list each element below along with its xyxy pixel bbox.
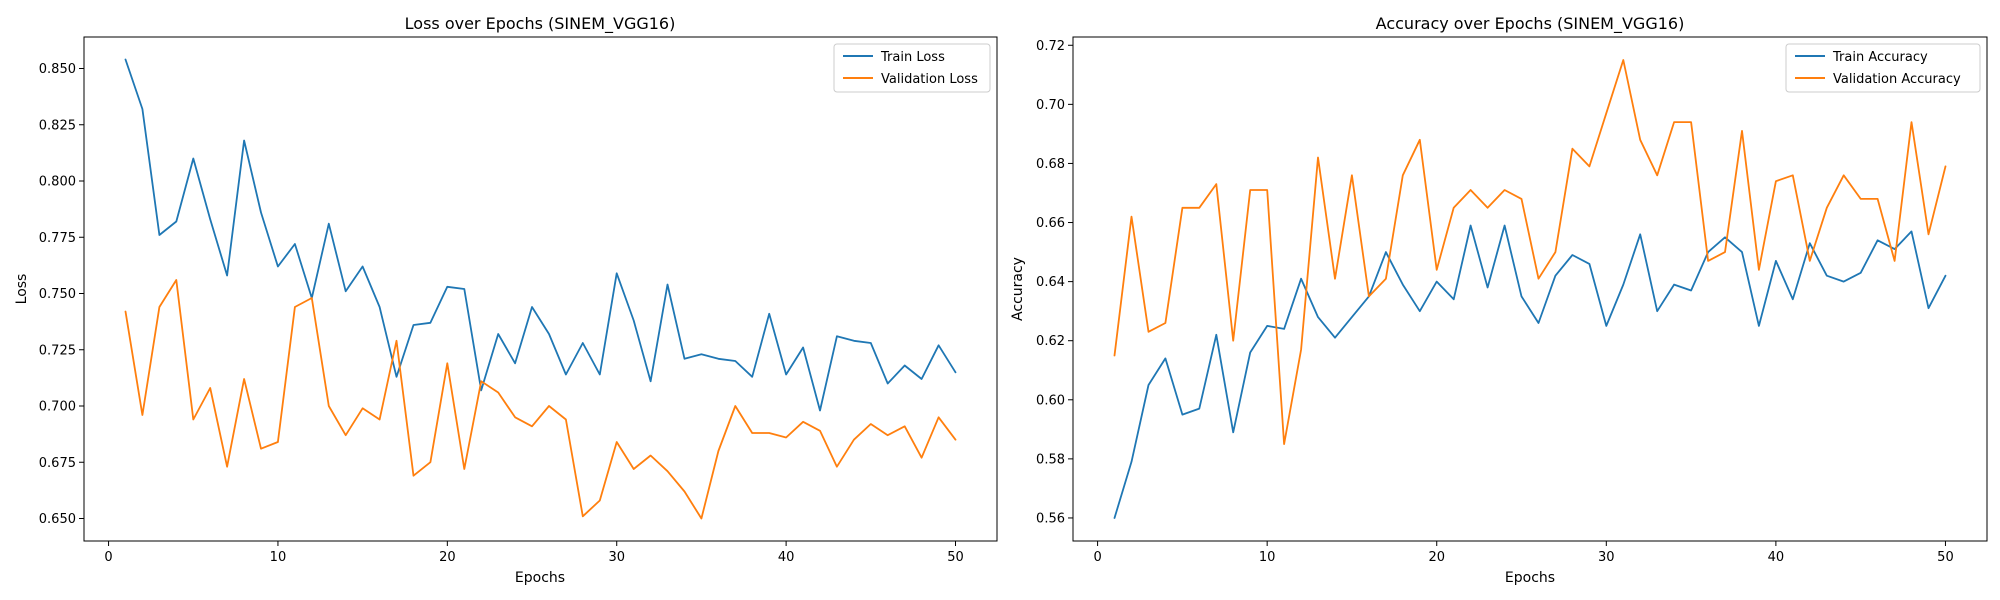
accuracy-x-tick-label: 30 bbox=[1598, 550, 1615, 565]
loss-legend-label-validation: Validation Loss bbox=[881, 72, 978, 87]
accuracy-x-tick-label: 0 bbox=[1093, 550, 1101, 565]
accuracy-y-tick-label: 0.64 bbox=[1036, 275, 1065, 290]
accuracy-axes-ticks: 0 10 20 30 40 50 0.56 0.58 0.60 0.62 0.64 0.66 0.68 0… bbox=[1036, 39, 1954, 565]
accuracy-y-tick-label: 0.60 bbox=[1036, 393, 1065, 408]
loss-y-tick-label: 0.700 bbox=[39, 400, 76, 415]
loss-y-tick-label: 0.750 bbox=[39, 287, 76, 302]
accuracy-legend: Train Accuracy Validation Accuracy bbox=[1785, 43, 1981, 93]
accuracy-y-axis-label: Accuracy bbox=[1010, 257, 1026, 321]
accuracy-y-tick-label: 0.58 bbox=[1036, 452, 1065, 467]
accuracy-x-tick-label: 50 bbox=[1937, 550, 1954, 565]
accuracy-y-tick-label: 0.62 bbox=[1036, 334, 1065, 349]
loss-x-tick-label: 20 bbox=[439, 550, 456, 565]
loss-x-tick-label: 50 bbox=[947, 550, 964, 565]
loss-legend-label-train: Train Loss bbox=[880, 50, 945, 65]
accuracy-x-tick-label: 40 bbox=[1768, 550, 1785, 565]
accuracy-y-tick-label: 0.66 bbox=[1036, 216, 1065, 231]
loss-train-line bbox=[124, 58, 957, 412]
accuracy-chart: Accuracy over Epochs (SINEM_VGG16) 0 10 20… bbox=[1010, 14, 1988, 586]
accuracy-legend-label-validation: Validation Accuracy bbox=[1833, 72, 1961, 87]
loss-x-tick-label: 40 bbox=[778, 550, 795, 565]
accuracy-validation-line bbox=[1113, 59, 1947, 446]
loss-y-tick-label: 0.850 bbox=[39, 62, 76, 77]
loss-x-tick-label: 30 bbox=[608, 550, 625, 565]
accuracy-train-line bbox=[1113, 224, 1947, 519]
loss-legend: Train Loss Validation Loss bbox=[833, 43, 991, 93]
loss-y-tick-label: 0.825 bbox=[39, 118, 76, 133]
loss-y-tick-label: 0.675 bbox=[39, 456, 76, 471]
accuracy-x-tick-label: 10 bbox=[1259, 550, 1276, 565]
loss-y-tick-label: 0.725 bbox=[39, 343, 76, 358]
loss-y-axis-label: Loss bbox=[14, 274, 30, 305]
loss-y-tick-label: 0.800 bbox=[39, 175, 76, 190]
loss-x-axis-label: Epochs bbox=[515, 570, 565, 586]
accuracy-x-axis-label: Epochs bbox=[1505, 570, 1555, 586]
loss-chart: Loss over Epochs (SINEM_VGG16) 0 10 20 30 40… bbox=[14, 14, 998, 586]
accuracy-x-tick-label: 20 bbox=[1428, 550, 1445, 565]
accuracy-y-tick-label: 0.56 bbox=[1036, 511, 1065, 526]
accuracy-legend-box bbox=[1785, 43, 1981, 93]
loss-y-tick-label: 0.650 bbox=[39, 512, 76, 527]
loss-x-tick-label: 10 bbox=[270, 550, 287, 565]
loss-chart-title: Loss over Epochs (SINEM_VGG16) bbox=[405, 14, 676, 34]
loss-y-tick-label: 0.775 bbox=[39, 231, 76, 246]
accuracy-y-tick-label: 0.72 bbox=[1036, 39, 1065, 54]
loss-axes-ticks: 0 10 20 30 40 50 0.650 0.675 0.700 0.725 0.750 0.77… bbox=[39, 62, 964, 565]
loss-series-lines bbox=[124, 58, 957, 520]
accuracy-chart-title: Accuracy over Epochs (SINEM_VGG16) bbox=[1376, 14, 1685, 34]
accuracy-y-tick-label: 0.70 bbox=[1036, 98, 1065, 113]
loss-validation-line bbox=[124, 279, 957, 520]
accuracy-y-tick-label: 0.68 bbox=[1036, 157, 1065, 172]
loss-plot-frame bbox=[83, 36, 998, 542]
accuracy-plot-frame bbox=[1072, 36, 1988, 542]
loss-x-tick-label: 0 bbox=[104, 550, 112, 565]
accuracy-series-lines bbox=[1113, 59, 1947, 519]
accuracy-legend-label-train: Train Accuracy bbox=[1832, 50, 1928, 65]
